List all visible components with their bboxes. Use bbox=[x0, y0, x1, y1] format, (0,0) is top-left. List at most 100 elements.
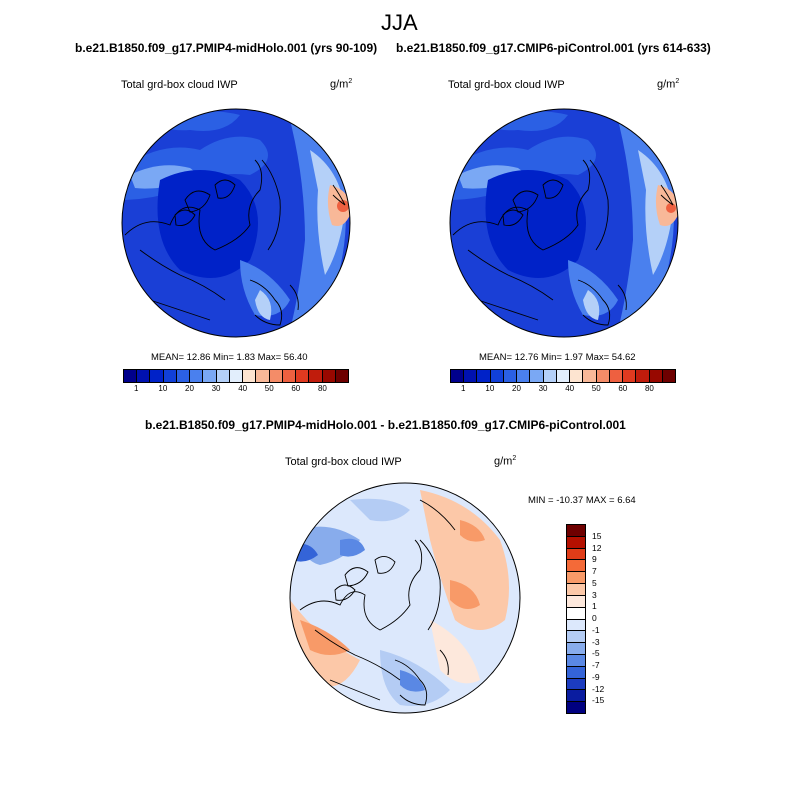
colorbar-tick-label: -9 bbox=[592, 671, 600, 682]
colorbar-swatch bbox=[567, 690, 585, 703]
map2-border bbox=[449, 108, 679, 338]
colorbar-swatch bbox=[490, 370, 504, 382]
colorbar-tick-label: 1 bbox=[134, 384, 139, 393]
panel2-stats: MEAN= 12.76 Min= 1.97 Max= 54.62 bbox=[479, 352, 636, 363]
colorbar-swatch bbox=[243, 370, 257, 382]
diff-subtitle: b.e21.B1850.f09_g17.PMIP4-midHolo.001 - … bbox=[145, 418, 626, 432]
colorbar-swatch bbox=[636, 370, 650, 382]
colorbar-tick-label: 15 bbox=[592, 530, 602, 541]
colorbar-swatch bbox=[583, 370, 597, 382]
panel1-colorbar-swatches bbox=[123, 369, 349, 383]
colorbar-swatch bbox=[623, 370, 637, 382]
colorbar-tick-label: 20 bbox=[512, 384, 521, 393]
map3-field bbox=[290, 483, 520, 713]
colorbar-swatch bbox=[163, 370, 177, 382]
panel2-colorbar: 1 10 20 30 40 50 60 80 bbox=[450, 369, 676, 395]
colorbar-tick-label: 5 bbox=[592, 577, 597, 588]
panel2-subtitle: b.e21.B1850.f09_g17.CMIP6-piControl.001 … bbox=[396, 41, 711, 55]
diff-units-base: g/m bbox=[494, 455, 513, 468]
colorbar-swatch bbox=[190, 370, 204, 382]
colorbar-swatch bbox=[567, 702, 585, 713]
colorbar-tick-label: -15 bbox=[592, 695, 605, 706]
colorbar-swatch bbox=[567, 572, 585, 585]
colorbar-swatch bbox=[296, 370, 310, 382]
panel2-variable-label: Total grd-box cloud IWP bbox=[448, 79, 565, 91]
map2-field bbox=[450, 109, 678, 337]
colorbar-swatch bbox=[567, 595, 585, 608]
colorbar-swatch bbox=[256, 370, 270, 382]
panel1-colorbar: 1 10 20 30 40 50 60 80 bbox=[123, 369, 349, 395]
diff-colorbar-swatches bbox=[566, 524, 586, 714]
colorbar-tick-label: 7 bbox=[592, 566, 597, 576]
panel1-variable-label: Total grd-box cloud IWP bbox=[121, 79, 238, 91]
colorbar-tick-label: 40 bbox=[238, 384, 248, 393]
colorbar-swatch bbox=[269, 370, 283, 382]
colorbar-tick-label: 3 bbox=[592, 589, 597, 600]
map3-border bbox=[289, 482, 521, 714]
colorbar-swatch bbox=[203, 370, 217, 382]
colorbar-swatch bbox=[567, 619, 585, 632]
colorbar-swatch bbox=[609, 370, 624, 382]
colorbar-tick-label: 30 bbox=[538, 384, 548, 393]
colorbar-swatch bbox=[322, 370, 336, 382]
colorbar-swatch bbox=[567, 607, 585, 620]
colorbar-swatch bbox=[543, 370, 557, 382]
panel1-units-exp: 2 bbox=[348, 78, 353, 85]
colorbar-swatch bbox=[503, 370, 518, 382]
map1-coastlines bbox=[124, 159, 346, 326]
diff-colorbar: 15 12 9 7 5 3 1 0 -1 -3 -5 -7 -9 -12 -15 bbox=[566, 524, 604, 714]
colorbar-swatch bbox=[567, 643, 585, 655]
colorbar-tick-label: 60 bbox=[291, 384, 301, 393]
panel1-colorbar-ticks: 1 10 20 30 40 50 60 80 bbox=[123, 383, 349, 395]
colorbar-tick-label: -5 bbox=[592, 648, 600, 659]
colorbar-swatch bbox=[530, 370, 544, 382]
diff-stats: MIN = -10.37 MAX = 6.64 bbox=[528, 495, 636, 506]
colorbar-swatch bbox=[309, 370, 323, 382]
panel2-units-exp: 2 bbox=[675, 78, 680, 85]
colorbar-swatch bbox=[567, 560, 585, 573]
panel1-stats: MEAN= 12.86 Min= 1.83 Max= 56.40 bbox=[151, 352, 308, 363]
colorbar-swatch bbox=[229, 370, 244, 382]
colorbar-swatch bbox=[335, 370, 348, 382]
panel2-colorbar-swatches bbox=[450, 369, 676, 383]
panel1-units: g/m2 bbox=[330, 78, 352, 91]
colorbar-tick-label: 50 bbox=[591, 384, 601, 393]
colorbar-tick-label: 50 bbox=[264, 384, 274, 393]
map1-field bbox=[122, 109, 350, 337]
diff-variable-label: Total grd-box cloud IWP bbox=[285, 456, 402, 468]
colorbar-swatch bbox=[567, 536, 585, 549]
panel2-units: g/m2 bbox=[657, 78, 679, 91]
map2-coastlines bbox=[452, 159, 674, 326]
colorbar-swatch bbox=[596, 370, 610, 382]
colorbar-swatch bbox=[662, 370, 675, 382]
colorbar-tick-label: 30 bbox=[211, 384, 221, 393]
colorbar-swatch bbox=[567, 525, 585, 537]
colorbar-swatch bbox=[567, 584, 585, 596]
colorbar-tick-label: -1 bbox=[592, 624, 600, 635]
colorbar-swatch bbox=[556, 370, 571, 382]
colorbar-swatch bbox=[176, 370, 191, 382]
colorbar-tick-label: -3 bbox=[592, 636, 600, 647]
colorbar-tick-label: 10 bbox=[485, 384, 495, 393]
colorbar-swatch bbox=[567, 654, 585, 667]
colorbar-swatch bbox=[567, 548, 585, 561]
colorbar-swatch bbox=[567, 678, 585, 691]
colorbar-tick-label: 60 bbox=[618, 384, 628, 393]
colorbar-swatch bbox=[282, 370, 297, 382]
colorbar-tick-label: 10 bbox=[158, 384, 168, 393]
colorbar-swatch bbox=[150, 370, 164, 382]
colorbar-swatch bbox=[649, 370, 663, 382]
panel1-subtitle: b.e21.B1850.f09_g17.PMIP4-midHolo.001 (y… bbox=[75, 41, 378, 55]
map3-coastlines bbox=[299, 499, 456, 706]
colorbar-swatch bbox=[464, 370, 478, 382]
colorbar-tick-label: 80 bbox=[317, 384, 327, 393]
colorbar-swatch bbox=[477, 370, 491, 382]
colorbar-tick-label: 9 bbox=[592, 554, 597, 565]
diff-units-exp: 2 bbox=[512, 455, 517, 462]
diff-units: g/m2 bbox=[494, 455, 516, 468]
colorbar-tick-label: 12 bbox=[592, 542, 602, 553]
colorbar-swatch bbox=[137, 370, 151, 382]
colorbar-tick-label: -7 bbox=[592, 660, 600, 670]
panel2-units-base: g/m bbox=[657, 78, 676, 91]
